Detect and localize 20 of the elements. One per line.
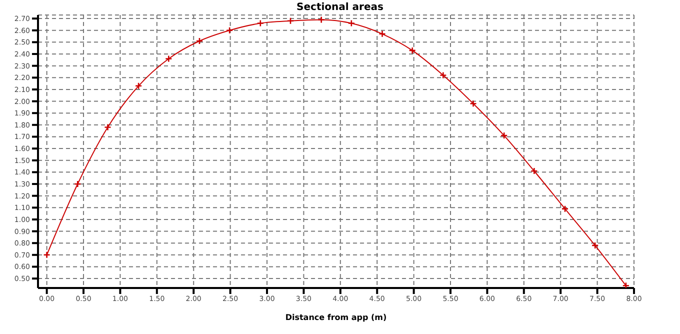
chart-title: Sectional areas <box>296 2 384 13</box>
point <box>561 205 569 212</box>
point <box>256 20 264 27</box>
point <box>500 132 508 140</box>
point <box>470 100 477 108</box>
point <box>318 16 325 24</box>
point <box>165 55 172 62</box>
point <box>74 180 82 188</box>
point <box>226 26 234 34</box>
point <box>196 37 204 45</box>
point <box>348 20 356 27</box>
point <box>440 72 447 79</box>
point <box>104 124 112 131</box>
point <box>286 17 294 25</box>
point <box>591 242 599 250</box>
point <box>134 82 142 90</box>
x-axis-title: Distance from app (m) <box>285 313 387 322</box>
point <box>378 30 386 38</box>
point <box>408 46 416 54</box>
point <box>530 167 538 175</box>
